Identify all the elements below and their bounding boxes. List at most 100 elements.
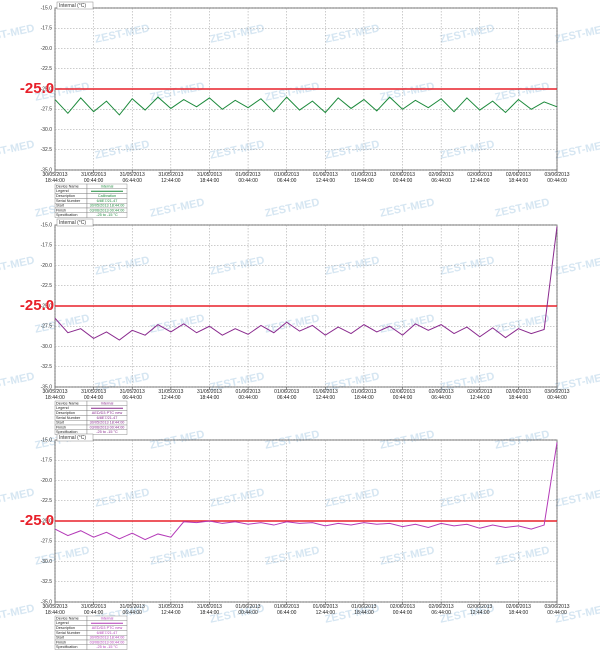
x-tick-label: 03/06/2013 00:44:00: [544, 389, 570, 401]
chart-title: Internal (°C): [59, 3, 86, 9]
watermark: ZEST-MED: [439, 254, 496, 277]
chart-title: Internal (°C): [59, 220, 86, 226]
x-tick-label: 02/06/2013 00:44:00: [390, 604, 416, 616]
info-label: Start: [56, 204, 65, 208]
watermark: ZEST-MED: [0, 254, 36, 277]
info-label: Device Name: [56, 616, 79, 620]
x-tick-label: 02/06/2013 12:44:00: [467, 604, 493, 616]
y-tick-label: -17.5: [41, 458, 53, 464]
watermark: ZEST-MED: [554, 22, 600, 45]
x-tick-label: 30/05/2013 18:44:00: [42, 172, 68, 184]
y-tick-label: -15.0: [41, 5, 53, 11]
x-tick-label: 02/06/2013 18:44:00: [505, 172, 531, 184]
x-tick-label: 31/05/2013 00:44:00: [81, 389, 107, 401]
watermark: ZEST-MED: [264, 80, 321, 103]
info-value: -25 to -15 °C: [96, 645, 118, 649]
info-label: Device Name: [56, 184, 79, 188]
title-box: [56, 218, 94, 227]
y-tick-label: -35.0: [41, 167, 53, 173]
x-tick-label: 01/06/2013 18:44:00: [351, 604, 377, 616]
info-label: Description: [56, 411, 75, 415]
info-value: AED/D3 PTC new: [92, 411, 123, 415]
x-tick-label: 01/06/2013 00:44:00: [235, 172, 261, 184]
info-value: -25 to -15 °C: [96, 213, 118, 217]
y-tick-label: -20.0: [41, 263, 53, 269]
x-tick-label: 01/06/2013 00:44:00: [235, 604, 261, 616]
x-tick-label: 02/06/2013 18:44:00: [505, 389, 531, 401]
watermark: ZEST-MED: [379, 196, 436, 219]
info-label: Start: [56, 421, 65, 425]
info-value: -25 to -15 °C: [96, 430, 118, 434]
x-tick-label: 30/05/2013 18:44:00: [42, 604, 68, 616]
x-tick-label: 02/06/2013 18:44:00: [505, 604, 531, 616]
watermark: ZEST-MED: [379, 544, 436, 567]
info-value: 6/8E7/21-47: [97, 199, 118, 203]
watermark: ZEST-MED: [264, 544, 321, 567]
watermark: ZEST-MED: [494, 312, 551, 335]
watermark: ZEST-MED: [439, 486, 496, 509]
x-tick-label: 31/05/2013 00:44:00: [81, 172, 107, 184]
y-tick-label: -35.0: [41, 384, 53, 390]
x-tick-label: 03/06/2013 00:44:00: [544, 604, 570, 616]
y-tick-label: -25.0: [41, 86, 53, 92]
threshold-label: -25.0: [20, 297, 54, 314]
info-value: 03/06/2013 00:44:00: [90, 208, 125, 212]
x-tick-label: 01/06/2013 18:44:00: [351, 172, 377, 184]
x-tick-label: 31/05/2013 12:44:00: [158, 172, 184, 184]
y-tick-label: -25.0: [41, 303, 53, 309]
y-tick-label: -25.0: [41, 518, 53, 524]
x-tick-label: 02/06/2013 06:44:00: [428, 172, 454, 184]
x-tick-label: 31/05/2013 00:44:00: [81, 604, 107, 616]
watermark: ZEST-MED: [0, 22, 36, 45]
y-tick-label: -22.5: [41, 66, 53, 72]
y-tick-label: -20.0: [41, 478, 53, 484]
info-label: Device Name: [56, 401, 79, 405]
info-label: Description: [56, 194, 75, 198]
info-label: Serial Number: [56, 416, 81, 420]
info-label: Finish: [56, 640, 66, 644]
info-value: AED/D3 PTC new: [92, 626, 123, 630]
y-tick-label: -32.5: [41, 579, 53, 585]
series-line: [54, 226, 558, 341]
x-tick-label: 02/06/2013 00:44:00: [390, 172, 416, 184]
y-tick-label: -27.5: [41, 107, 53, 113]
y-tick-label: -30.0: [41, 344, 53, 350]
y-tick-label: -27.5: [41, 539, 53, 545]
watermark: ZEST-MED: [209, 254, 266, 277]
x-tick-label: 01/06/2013 18:44:00: [351, 389, 377, 401]
info-label: Finish: [56, 425, 66, 429]
info-cell: [86, 212, 128, 218]
watermark: ZEST-MED: [209, 22, 266, 45]
x-tick-label: 01/06/2013 06:44:00: [274, 604, 300, 616]
info-value: 6/8E7/21-47: [97, 631, 118, 635]
watermark: ZEST-MED: [0, 370, 36, 393]
watermark: ZEST-MED: [324, 486, 381, 509]
y-tick-label: -15.0: [41, 222, 53, 228]
watermark: ZEST-MED: [0, 138, 36, 161]
info-value: Internal: [101, 401, 114, 405]
x-tick-label: 01/06/2013 12:44:00: [312, 389, 338, 401]
x-tick-label: 02/06/2013 06:44:00: [428, 389, 454, 401]
y-tick-label: -32.5: [41, 147, 53, 153]
info-label: Start: [56, 636, 65, 640]
watermark: ZEST-MED: [494, 80, 551, 103]
info-label: Specification: [56, 430, 78, 434]
watermark: ZEST-MED: [0, 486, 36, 509]
x-tick-label: 31/05/2013 06:44:00: [119, 604, 145, 616]
info-label: Serial Number: [56, 199, 81, 203]
y-tick-label: -30.0: [41, 559, 53, 565]
watermark: ZEST-MED: [149, 196, 206, 219]
info-label: Description: [56, 626, 75, 630]
watermark: ZEST-MED: [324, 22, 381, 45]
info-value: Internal: [101, 616, 114, 620]
y-tick-label: -20.0: [41, 46, 53, 52]
info-value: 30/05/2013 18:44:00: [90, 421, 125, 425]
x-tick-label: 02/06/2013 00:44:00: [390, 389, 416, 401]
info-label: Legend: [56, 621, 69, 625]
watermark: ZEST-MED: [324, 254, 381, 277]
watermark: ZEST-MED: [379, 312, 436, 335]
watermark: ZEST-MED: [439, 22, 496, 45]
x-tick-label: 02/06/2013 06:44:00: [428, 604, 454, 616]
info-value: 03/06/2013 00:44:00: [90, 425, 125, 429]
